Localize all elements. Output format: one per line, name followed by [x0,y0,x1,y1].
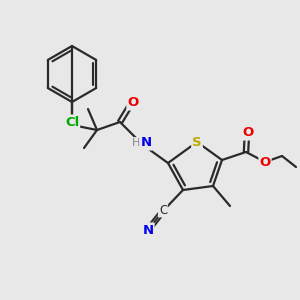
Text: O: O [128,97,139,110]
Text: N: N [142,224,154,236]
Text: Cl: Cl [65,116,79,128]
Text: C: C [159,203,167,217]
Text: N: N [140,136,152,149]
Text: O: O [242,127,253,140]
Text: S: S [192,136,202,148]
Text: O: O [260,155,271,169]
Text: O: O [68,118,79,131]
Text: H: H [132,138,140,148]
